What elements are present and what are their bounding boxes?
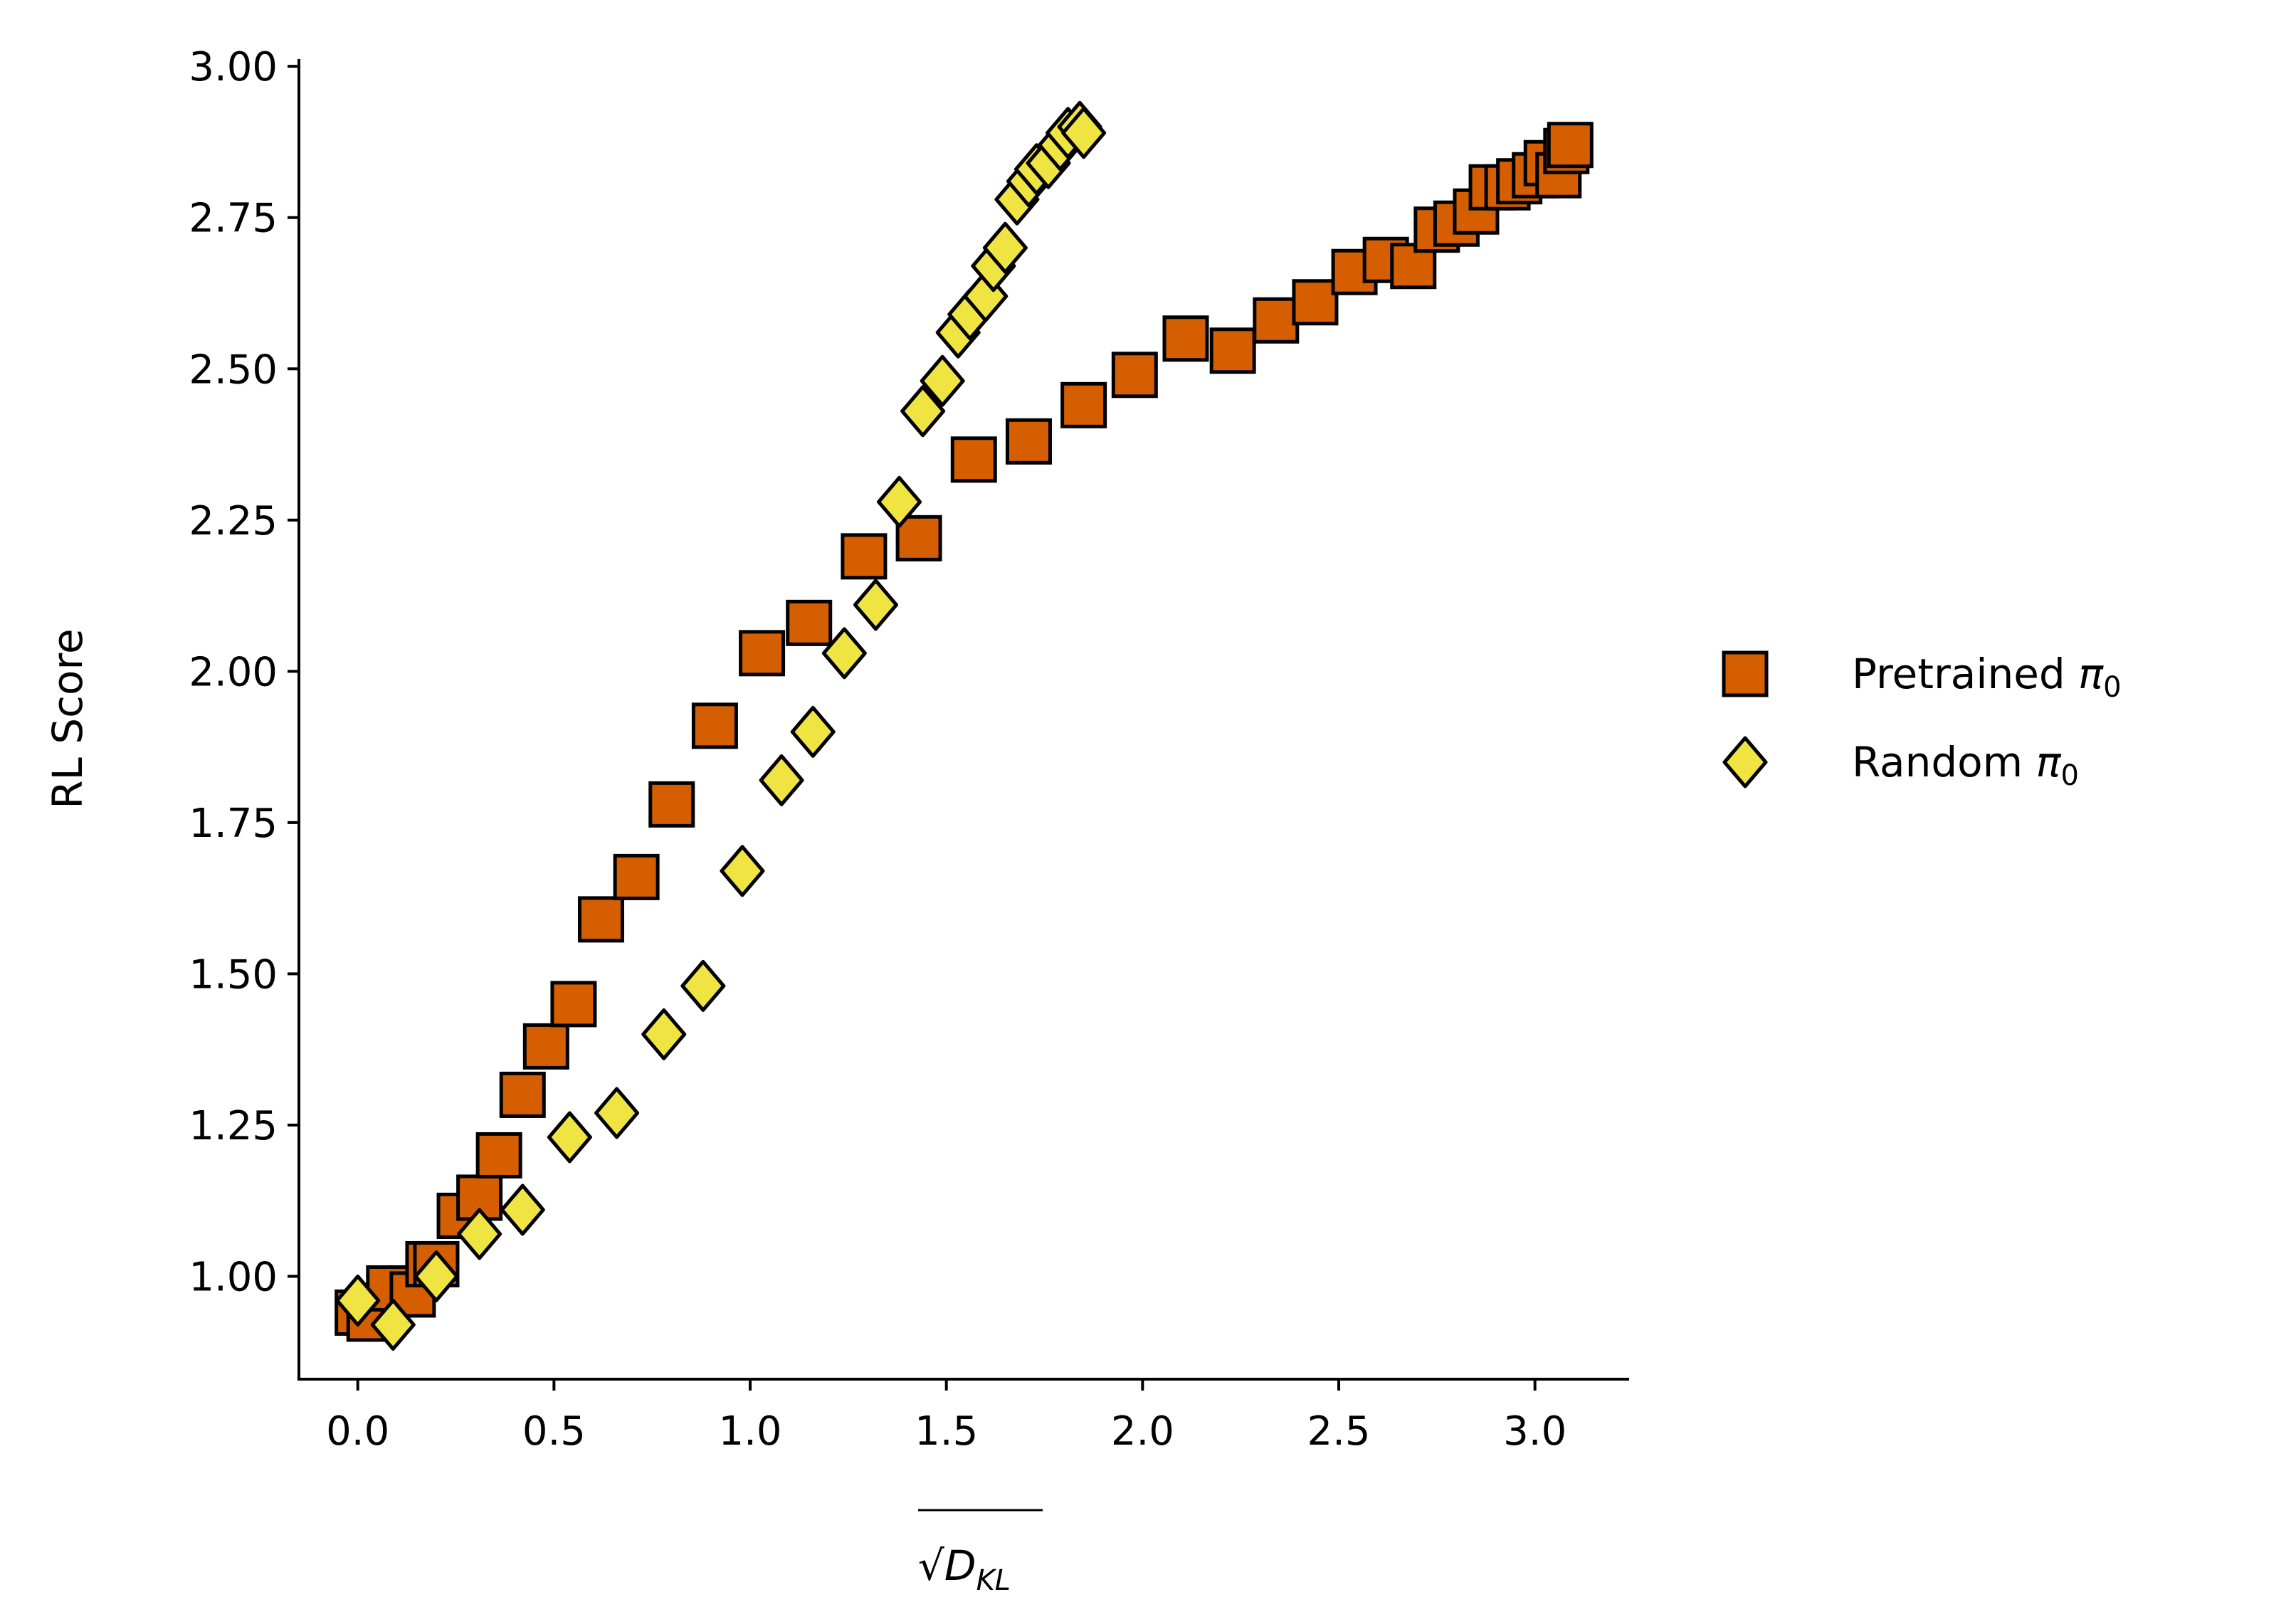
y-tick-label: 2.50 <box>189 347 278 393</box>
square-point <box>522 1023 569 1070</box>
y-tick-label: 3.00 <box>189 44 278 90</box>
diamond-point <box>594 1087 640 1139</box>
legend-diamond-icon <box>1722 736 1768 789</box>
diamond-point <box>457 1208 502 1260</box>
square-point <box>1547 122 1594 169</box>
diamond-point <box>335 1274 381 1327</box>
x-tick-label: 0.5 <box>522 1408 586 1455</box>
square-point <box>1005 418 1052 465</box>
diamond-point <box>641 1008 687 1060</box>
diamond-point <box>790 705 836 758</box>
square-point <box>786 599 833 646</box>
diamond-point <box>547 1111 592 1164</box>
legend-label: Random π0 <box>1852 738 2079 792</box>
diamond-point <box>370 1298 416 1351</box>
y-tick-label: 2.25 <box>189 498 278 544</box>
diamond-point <box>982 221 1028 274</box>
diamond-point <box>853 579 898 631</box>
x-axis-label: √DKL <box>918 1541 1011 1597</box>
diamond-point <box>759 754 804 806</box>
square-point <box>739 630 786 677</box>
x-tick-label: 0.0 <box>326 1408 389 1455</box>
square-point <box>841 533 888 580</box>
square-point <box>1292 279 1339 326</box>
diamond-point <box>1061 107 1107 159</box>
x-tick-label: 2.0 <box>1111 1408 1174 1455</box>
square-point <box>950 436 997 483</box>
square-point <box>895 515 942 561</box>
square-point <box>550 981 597 1028</box>
legend-square-icon <box>1722 650 1769 697</box>
diamond-point <box>821 627 867 680</box>
x-tick-label: 2.5 <box>1307 1408 1370 1455</box>
x-tick-label: 3.0 <box>1503 1408 1566 1455</box>
square-point <box>1111 352 1158 399</box>
y-tick-label: 1.50 <box>189 951 278 998</box>
square-point <box>499 1071 546 1118</box>
diamond-point <box>500 1183 545 1236</box>
y-tick-label: 2.75 <box>189 196 278 242</box>
square-point <box>691 702 738 749</box>
y-tick-label: 1.75 <box>189 801 278 847</box>
x-tick-label: 1.0 <box>718 1408 781 1455</box>
x-axis-ticks: 0.0 0.5 1.0 1.5 2.0 2.5 3.0 <box>326 1379 1566 1455</box>
diamond-point <box>680 959 726 1012</box>
y-tick-label: 1.00 <box>189 1254 278 1300</box>
series-random <box>335 100 1107 1351</box>
diamond-point <box>920 354 965 407</box>
legend-label: Pretrained π0 <box>1852 650 2122 704</box>
y-axis-ticks: 1.00 1.25 1.50 1.75 2.00 2.25 2.50 2.75 3.00 <box>189 44 299 1300</box>
diamond-point <box>720 845 765 897</box>
square-point <box>1060 381 1107 428</box>
legend-item: Random π0 <box>1722 736 2079 792</box>
legend-item: Pretrained π0 <box>1722 650 2122 704</box>
x-tick-label: 1.5 <box>915 1408 978 1455</box>
square-point <box>613 853 660 900</box>
y-axis-label: RL Score <box>43 628 92 809</box>
square-point <box>648 781 695 828</box>
diamond-point <box>414 1250 459 1302</box>
plot-area <box>335 100 1594 1351</box>
square-point <box>1253 297 1300 344</box>
y-tick-label: 2.00 <box>189 649 278 695</box>
diamond-point <box>877 475 922 528</box>
square-point <box>578 896 625 943</box>
series-pretrained <box>335 122 1594 1342</box>
y-tick-label: 1.25 <box>189 1103 278 1149</box>
square-point <box>1209 327 1256 374</box>
square-point <box>475 1132 522 1178</box>
legend: Pretrained π0 Random π0 <box>1722 650 2122 792</box>
square-point <box>1162 315 1209 362</box>
diamond-point <box>900 385 946 438</box>
